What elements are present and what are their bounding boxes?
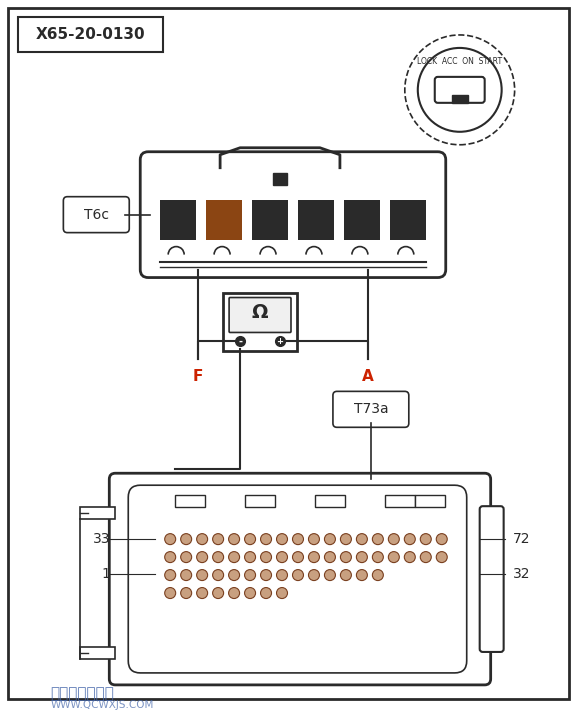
Text: F: F [193,370,203,385]
Bar [415,495,445,507]
Circle shape [357,570,368,581]
Text: A: A [362,370,374,385]
Circle shape [181,570,192,581]
Bar [80,647,115,659]
Circle shape [293,552,304,562]
Circle shape [245,534,256,545]
Circle shape [276,534,287,545]
Circle shape [357,534,368,545]
Text: X65-20-0130: X65-20-0130 [36,28,145,43]
Circle shape [324,570,335,581]
FancyBboxPatch shape [9,8,568,699]
Circle shape [212,534,224,545]
Circle shape [245,552,256,562]
Circle shape [212,587,224,599]
Circle shape [293,570,304,581]
Circle shape [372,552,383,562]
Text: -: - [238,336,242,346]
Circle shape [164,552,175,562]
Text: T6c: T6c [84,208,109,222]
Circle shape [181,552,192,562]
Bar [315,495,345,507]
Bar [80,507,115,519]
Bar [160,200,196,240]
Circle shape [276,570,287,581]
FancyBboxPatch shape [128,485,467,673]
Circle shape [340,570,351,581]
Circle shape [181,587,192,599]
Circle shape [436,552,447,562]
Text: +: + [276,337,283,346]
Circle shape [309,534,320,545]
Bar [245,495,275,507]
Circle shape [340,534,351,545]
FancyBboxPatch shape [18,17,163,52]
Circle shape [404,552,415,562]
Circle shape [372,570,383,581]
Circle shape [357,552,368,562]
Text: LOCK  ACC  ON  START: LOCK ACC ON START [417,58,503,66]
Circle shape [276,587,287,599]
FancyBboxPatch shape [333,391,409,427]
Circle shape [197,570,208,581]
Bar [273,173,287,185]
Circle shape [372,534,383,545]
Circle shape [164,570,175,581]
Circle shape [228,534,239,545]
Circle shape [324,552,335,562]
Bar [252,200,288,240]
Circle shape [197,534,208,545]
Bar [206,200,242,240]
FancyBboxPatch shape [109,474,490,685]
Circle shape [164,587,175,599]
Text: T73a: T73a [354,402,388,417]
Circle shape [212,570,224,581]
Circle shape [261,552,272,562]
Text: 1: 1 [102,567,110,581]
Text: 32: 32 [512,567,530,581]
Circle shape [420,552,431,562]
Circle shape [212,552,224,562]
Circle shape [245,570,256,581]
Circle shape [340,552,351,562]
Circle shape [309,570,320,581]
Circle shape [261,587,272,599]
Bar [344,200,380,240]
Circle shape [436,534,447,545]
Circle shape [388,552,399,562]
Circle shape [245,587,256,599]
Circle shape [164,534,175,545]
Bar [390,200,426,240]
FancyBboxPatch shape [223,292,297,351]
Circle shape [228,587,239,599]
Circle shape [309,552,320,562]
Circle shape [261,534,272,545]
Circle shape [261,570,272,581]
Bar [175,495,205,507]
Circle shape [228,552,239,562]
Circle shape [388,534,399,545]
FancyBboxPatch shape [479,506,504,652]
Circle shape [324,534,335,545]
FancyBboxPatch shape [229,297,291,333]
Bar [385,495,415,507]
Circle shape [228,570,239,581]
Circle shape [293,534,304,545]
Circle shape [276,552,287,562]
Text: Ω: Ω [252,303,268,322]
Bar [452,95,468,103]
Circle shape [404,534,415,545]
FancyBboxPatch shape [140,151,446,277]
Text: 汽车维修技术网: 汽车维修技术网 [50,686,114,701]
Circle shape [181,534,192,545]
Bar [298,200,334,240]
Circle shape [197,587,208,599]
FancyBboxPatch shape [63,197,129,232]
Circle shape [420,534,431,545]
FancyBboxPatch shape [434,77,485,103]
Text: WWW.QCWXJS.COM: WWW.QCWXJS.COM [50,700,153,710]
Circle shape [197,552,208,562]
Text: 33: 33 [93,532,110,546]
Text: 72: 72 [512,532,530,546]
